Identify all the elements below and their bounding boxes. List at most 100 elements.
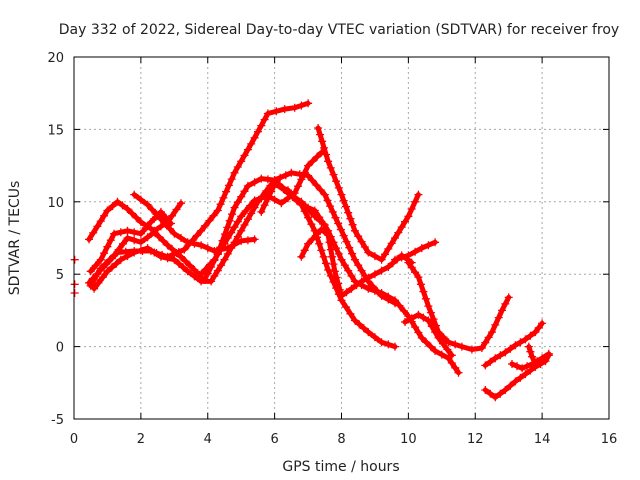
data-point — [279, 185, 288, 194]
data-point — [163, 254, 172, 263]
data-point — [280, 105, 289, 114]
data-point — [339, 196, 348, 205]
data-point — [414, 310, 423, 319]
data-point — [346, 309, 355, 318]
data-point — [404, 212, 413, 221]
data-point — [339, 231, 348, 240]
data-point — [257, 207, 266, 216]
data-point — [337, 255, 346, 264]
data-point — [511, 341, 520, 350]
data-point — [414, 190, 423, 199]
data-point — [506, 344, 515, 353]
data-point — [257, 121, 266, 130]
data-point — [209, 211, 218, 220]
data-point — [156, 207, 165, 216]
data-point — [297, 175, 306, 184]
data-point — [417, 333, 426, 342]
data-point — [116, 255, 125, 264]
data-point — [243, 215, 252, 224]
data-point — [384, 263, 393, 271]
data-point — [350, 255, 359, 264]
data-point — [342, 237, 351, 246]
data-point — [219, 193, 228, 202]
x-tick-label: 6 — [270, 432, 278, 447]
y-tick-label: 15 — [47, 123, 64, 138]
data-point — [179, 263, 188, 272]
data-point — [322, 150, 331, 159]
data-point — [347, 272, 356, 280]
data-point — [156, 215, 165, 224]
data-point — [297, 252, 306, 261]
data-point — [528, 352, 537, 361]
data-point — [243, 145, 252, 154]
data-point — [319, 252, 328, 261]
data-point — [119, 239, 127, 248]
data-point — [276, 173, 285, 182]
data-point — [424, 316, 433, 325]
data-point — [181, 257, 190, 266]
data-point — [451, 363, 460, 372]
data-point — [213, 250, 222, 259]
data-point — [511, 377, 520, 386]
data-point — [304, 203, 313, 212]
data-point — [250, 203, 259, 212]
x-tick-label: 16 — [601, 432, 618, 447]
data-point — [421, 294, 430, 303]
data-point — [395, 301, 404, 310]
data-point — [304, 99, 313, 108]
data-point — [370, 252, 379, 261]
data-point — [89, 228, 98, 237]
data-point — [370, 286, 379, 295]
data-point — [324, 265, 333, 274]
y-tick-label: -5 — [51, 413, 64, 428]
data-point — [100, 249, 109, 258]
data-point — [233, 198, 242, 207]
data-point — [524, 342, 533, 351]
data-point — [544, 349, 553, 358]
data-point — [272, 107, 281, 116]
data-point — [313, 230, 321, 239]
grid — [74, 57, 609, 419]
data-point — [240, 151, 249, 160]
data-point — [315, 213, 324, 222]
data-point — [177, 252, 185, 261]
data-point — [233, 217, 242, 226]
data-point — [216, 200, 225, 209]
data-point — [334, 279, 343, 288]
data-point — [241, 207, 250, 215]
data-point — [331, 213, 340, 222]
data-point — [180, 245, 189, 254]
data-point — [486, 357, 495, 366]
data-point — [281, 171, 290, 180]
data-point — [70, 289, 79, 297]
data-point — [237, 236, 246, 245]
data-point — [237, 192, 246, 201]
data-point — [377, 255, 386, 264]
data-point — [429, 315, 438, 324]
data-point — [197, 270, 206, 279]
data-point — [332, 273, 341, 282]
data-point — [250, 178, 259, 187]
data-point — [426, 308, 435, 317]
data-point — [207, 277, 216, 286]
data-point — [123, 234, 132, 242]
data-point — [136, 229, 145, 238]
data-point — [197, 241, 206, 250]
data-point — [342, 303, 350, 311]
data-point — [290, 103, 299, 112]
data-point — [357, 277, 366, 286]
data-point — [205, 216, 214, 225]
data-point — [377, 266, 386, 275]
data-point — [317, 225, 326, 234]
data-point — [107, 263, 116, 272]
data-point — [348, 249, 357, 258]
data-point — [342, 288, 351, 297]
data-point — [146, 218, 155, 227]
data-point — [381, 250, 389, 259]
data-point — [491, 393, 500, 402]
data-point — [314, 124, 323, 132]
series-track-11 — [314, 124, 423, 264]
data-point — [357, 237, 366, 246]
data-point — [397, 223, 406, 232]
data-point — [201, 265, 210, 274]
